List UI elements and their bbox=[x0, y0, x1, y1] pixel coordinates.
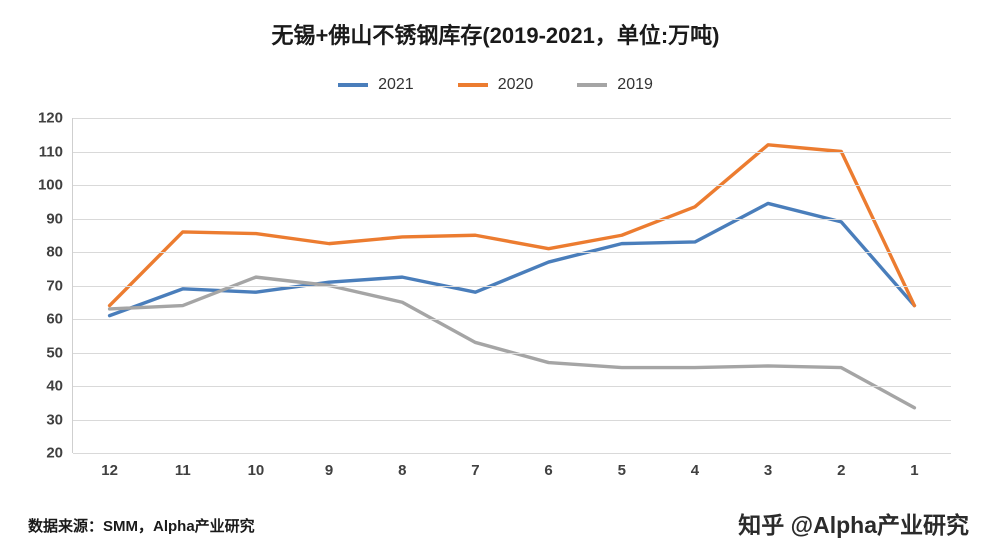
legend-item-2021[interactable]: 2021 bbox=[338, 76, 414, 94]
y-gridline bbox=[73, 453, 951, 454]
series-line-2020 bbox=[107, 143, 917, 308]
y-axis-tick: 60 bbox=[46, 310, 63, 328]
y-gridline bbox=[73, 151, 951, 153]
x-axis-tick: 10 bbox=[247, 462, 265, 479]
series-line-2021 bbox=[107, 201, 917, 318]
y-axis-tick: 100 bbox=[37, 176, 63, 194]
y-gridline bbox=[73, 352, 951, 354]
legend-swatch-icon bbox=[338, 83, 369, 87]
x-axis-tick: 5 bbox=[617, 462, 626, 479]
x-axis-tick: 6 bbox=[544, 462, 553, 479]
y-axis-tick: 50 bbox=[46, 344, 63, 361]
y-gridline bbox=[73, 118, 951, 119]
watermark: 知乎 @Alpha产业研究 bbox=[738, 512, 969, 538]
y-axis-tick: 20 bbox=[46, 444, 63, 462]
x-axis-tick: 12 bbox=[101, 462, 118, 479]
y-axis-tick: 80 bbox=[46, 243, 63, 261]
y-gridline bbox=[73, 319, 951, 320]
x-axis-tick: 8 bbox=[398, 462, 407, 479]
x-axis-tick: 2 bbox=[837, 462, 846, 479]
legend-item-2019[interactable]: 2019 bbox=[577, 76, 653, 94]
y-axis-tick: 90 bbox=[46, 210, 63, 227]
plot-area: 20 30 40 50 60 70 80 90 100 110 120 12 11 10 9 8 7 6 5 4 3 2 1 bbox=[38, 110, 951, 479]
chart-legend: 2021 2020 2019 bbox=[0, 76, 991, 94]
chart-title: 无锡+佛山不锈钢库存(2019-2021，单位:万吨) bbox=[271, 23, 720, 48]
legend-item-2020[interactable]: 2020 bbox=[457, 76, 534, 94]
legend-label: 2020 bbox=[497, 76, 534, 93]
legend-label: 2021 bbox=[378, 76, 414, 93]
legend-swatch-icon bbox=[457, 83, 488, 87]
x-axis-tick: 3 bbox=[763, 462, 773, 479]
series-line-2019 bbox=[107, 275, 917, 410]
y-gridline bbox=[73, 419, 951, 421]
x-axis-tick: 1 bbox=[910, 462, 919, 479]
y-axis-tick: 120 bbox=[37, 109, 63, 127]
x-axis-tick: 7 bbox=[471, 462, 480, 479]
y-gridline bbox=[73, 386, 951, 387]
legend-label: 2019 bbox=[617, 76, 653, 93]
source-note: 数据来源：SMM，Alpha产业研究 bbox=[28, 518, 255, 535]
legend-swatch-icon bbox=[577, 83, 608, 87]
x-axis-tick: 4 bbox=[690, 462, 700, 479]
y-gridline bbox=[73, 218, 951, 220]
y-axis-tick: 110 bbox=[38, 143, 63, 160]
x-axis-tick: 11 bbox=[174, 462, 191, 479]
y-axis-tick: 30 bbox=[46, 411, 63, 428]
y-gridline bbox=[73, 252, 951, 253]
y-gridline bbox=[73, 285, 951, 287]
x-axis-tick: 9 bbox=[324, 462, 334, 479]
y-axis-tick: 70 bbox=[46, 277, 63, 294]
y-axis-tick: 40 bbox=[46, 377, 63, 395]
y-gridline bbox=[73, 185, 951, 186]
